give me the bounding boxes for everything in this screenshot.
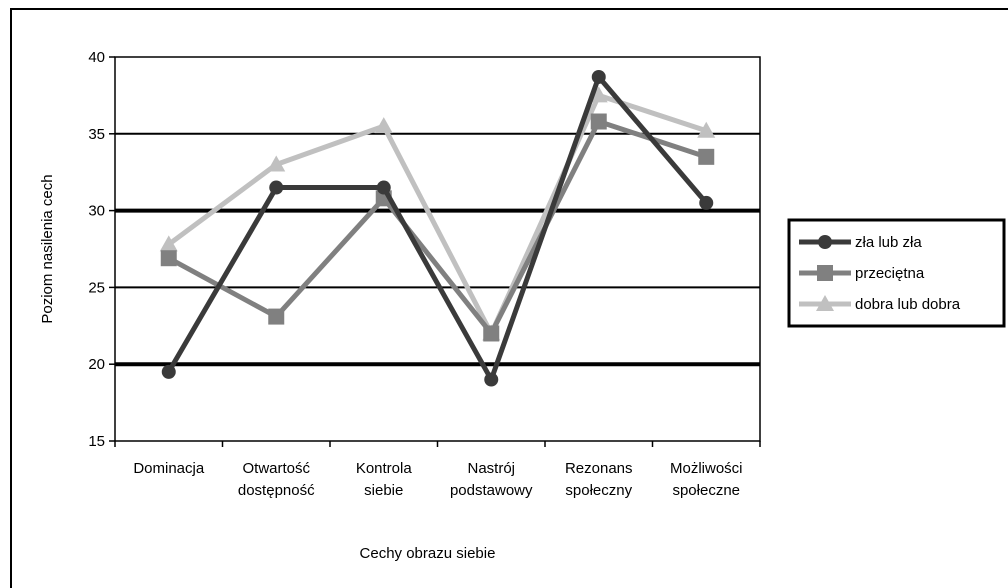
data-point — [817, 265, 833, 281]
data-point — [589, 86, 608, 103]
legend-item: zła lub zła — [799, 234, 922, 251]
y-axis-title: Poziom nasilenia cech — [39, 174, 56, 323]
legend-label: dobra lub dobra — [855, 296, 961, 313]
data-point — [699, 195, 714, 210]
legend-label: przeciętna — [855, 265, 925, 282]
data-point — [267, 155, 286, 172]
data-point — [483, 325, 500, 342]
x-tick-label: Otwartość dostępność — [238, 460, 315, 499]
data-point — [268, 308, 285, 325]
data-point — [484, 372, 499, 387]
data-point — [590, 113, 607, 130]
x-tick-label: Nastrój podstawowy — [450, 460, 533, 499]
x-tick-label-line: siebie — [364, 482, 403, 499]
data-point — [160, 250, 177, 267]
x-tick-label-line: Otwartość — [242, 460, 310, 477]
x-axis-title: Cechy obrazu siebie — [360, 545, 496, 562]
x-tick-label-line: Możliwości — [670, 460, 743, 477]
series-line — [167, 119, 708, 336]
x-tick-label-line: podstawowy — [450, 482, 533, 499]
data-point — [269, 180, 284, 195]
legend-item: dobra lub dobra — [799, 295, 961, 313]
chart-frame — [10, 8, 1008, 588]
y-tick-label: 40 — [88, 49, 105, 66]
legend-item: przeciętna — [799, 265, 925, 282]
x-tick-label-line: Kontrola — [356, 460, 413, 477]
legend-label: zła lub zła — [855, 234, 922, 251]
x-tick-label-line: Nastrój — [467, 460, 515, 477]
series-3 — [159, 86, 716, 341]
x-tick-label-line: społeczne — [672, 482, 740, 499]
y-tick-label: 25 — [88, 279, 105, 296]
x-tick-label: Dominacja — [133, 460, 205, 477]
x-tick-label: Możliwości społeczne — [670, 460, 743, 499]
x-tick-label-line: dostępność — [238, 482, 315, 499]
y-tick-label: 35 — [88, 126, 105, 143]
x-tick-label-line: Rezonans — [565, 460, 633, 477]
data-point — [161, 364, 176, 379]
y-tick-label: 15 — [88, 433, 105, 450]
axes: 15 20 25 30 35 40 Dominacja Otwartość dostępność… — [88, 49, 761, 499]
x-tick-label: Kontrola siebie — [356, 460, 413, 499]
data-point — [376, 180, 391, 195]
x-tick-label-line: Dominacja — [133, 460, 205, 477]
data-point — [816, 295, 834, 311]
series-group — [159, 69, 716, 387]
y-tick-label: 30 — [88, 203, 105, 220]
x-tick-label: Rezonans społeczny — [565, 460, 633, 499]
data-point — [698, 148, 715, 165]
y-tick-label: 20 — [88, 356, 105, 373]
legend: zła lub zła przeciętna dobra lub dobra — [787, 218, 1006, 328]
series-line — [166, 74, 709, 383]
data-point — [591, 69, 606, 84]
data-point — [374, 117, 393, 134]
data-point — [159, 235, 178, 252]
x-tick-label-line: społeczny — [565, 482, 632, 499]
data-point — [818, 235, 832, 249]
data-point — [697, 121, 716, 138]
series-1 — [161, 69, 714, 387]
series-2 — [160, 113, 715, 342]
